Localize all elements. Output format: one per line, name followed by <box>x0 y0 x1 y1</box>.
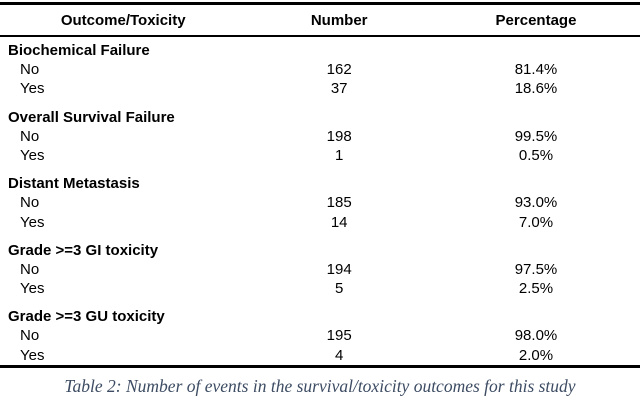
row-number: 14 <box>330 213 348 231</box>
row-label: No <box>20 194 40 212</box>
section-row-overall-survival-failure: Overall Survival Failure <box>0 99 640 127</box>
row-label: No <box>20 127 40 145</box>
section-row-distant-metastasis: Distant Metastasis <box>0 165 640 193</box>
row-number: 195 <box>326 327 352 345</box>
table-row: No 195 98.0% <box>0 326 640 345</box>
section-label: Grade >=3 GU toxicity <box>8 308 165 326</box>
table-row: No 198 99.5% <box>0 127 640 146</box>
row-number: 5 <box>335 280 344 298</box>
header-number: Number <box>246 3 432 37</box>
row-label: Yes <box>20 346 45 364</box>
table-row: Yes 14 7.0% <box>0 213 640 232</box>
row-percentage: 7.0% <box>518 213 554 231</box>
row-percentage: 81.4% <box>514 61 558 79</box>
row-number: 198 <box>326 127 352 145</box>
row-percentage: 98.0% <box>514 327 558 345</box>
row-label: No <box>20 61 40 79</box>
table-row: Yes 37 18.6% <box>0 79 640 98</box>
row-label: No <box>20 327 40 345</box>
row-percentage: 2.5% <box>518 280 554 298</box>
row-label: Yes <box>20 213 45 231</box>
row-number: 194 <box>326 260 352 278</box>
header-percentage: Percentage <box>431 3 640 37</box>
table-header-row: Outcome/Toxicity Number Percentage <box>0 3 640 37</box>
section-row-gi-toxicity: Grade >=3 GI toxicity <box>0 232 640 260</box>
row-percentage: 2.0% <box>518 346 554 364</box>
row-label: Yes <box>20 280 45 298</box>
row-number: 1 <box>335 146 344 164</box>
row-label: Yes <box>20 146 45 164</box>
row-number: 37 <box>330 80 348 98</box>
row-label: No <box>20 260 40 278</box>
section-label: Grade >=3 GI toxicity <box>8 241 159 259</box>
section-row-gu-toxicity: Grade >=3 GU toxicity <box>0 298 640 326</box>
table-row: Yes 1 0.5% <box>0 146 640 165</box>
table-row: Yes 5 2.5% <box>0 279 640 298</box>
table-row: Yes 4 2.0% <box>0 346 640 367</box>
row-number: 4 <box>335 346 344 364</box>
table-caption: Table 2: Number of events in the surviva… <box>64 376 576 396</box>
row-percentage: 99.5% <box>514 127 558 145</box>
table-row: No 162 81.4% <box>0 60 640 79</box>
section-row-biochemical-failure: Biochemical Failure <box>0 36 640 60</box>
row-percentage: 97.5% <box>514 260 558 278</box>
section-label: Biochemical Failure <box>8 42 150 59</box>
row-percentage: 93.0% <box>514 194 558 212</box>
row-percentage: 18.6% <box>514 80 558 98</box>
row-number: 185 <box>326 194 352 212</box>
row-label: Yes <box>20 80 45 98</box>
header-outcome-toxicity: Outcome/Toxicity <box>0 3 247 37</box>
table-row: No 185 93.0% <box>0 193 640 212</box>
row-number: 162 <box>326 61 352 79</box>
section-label: Distant Metastasis <box>8 175 140 193</box>
row-percentage: 0.5% <box>518 146 554 164</box>
table-row: No 194 97.5% <box>0 260 640 279</box>
section-label: Overall Survival Failure <box>8 108 175 126</box>
outcomes-table: Outcome/Toxicity Number Percentage Bioch… <box>0 2 640 368</box>
